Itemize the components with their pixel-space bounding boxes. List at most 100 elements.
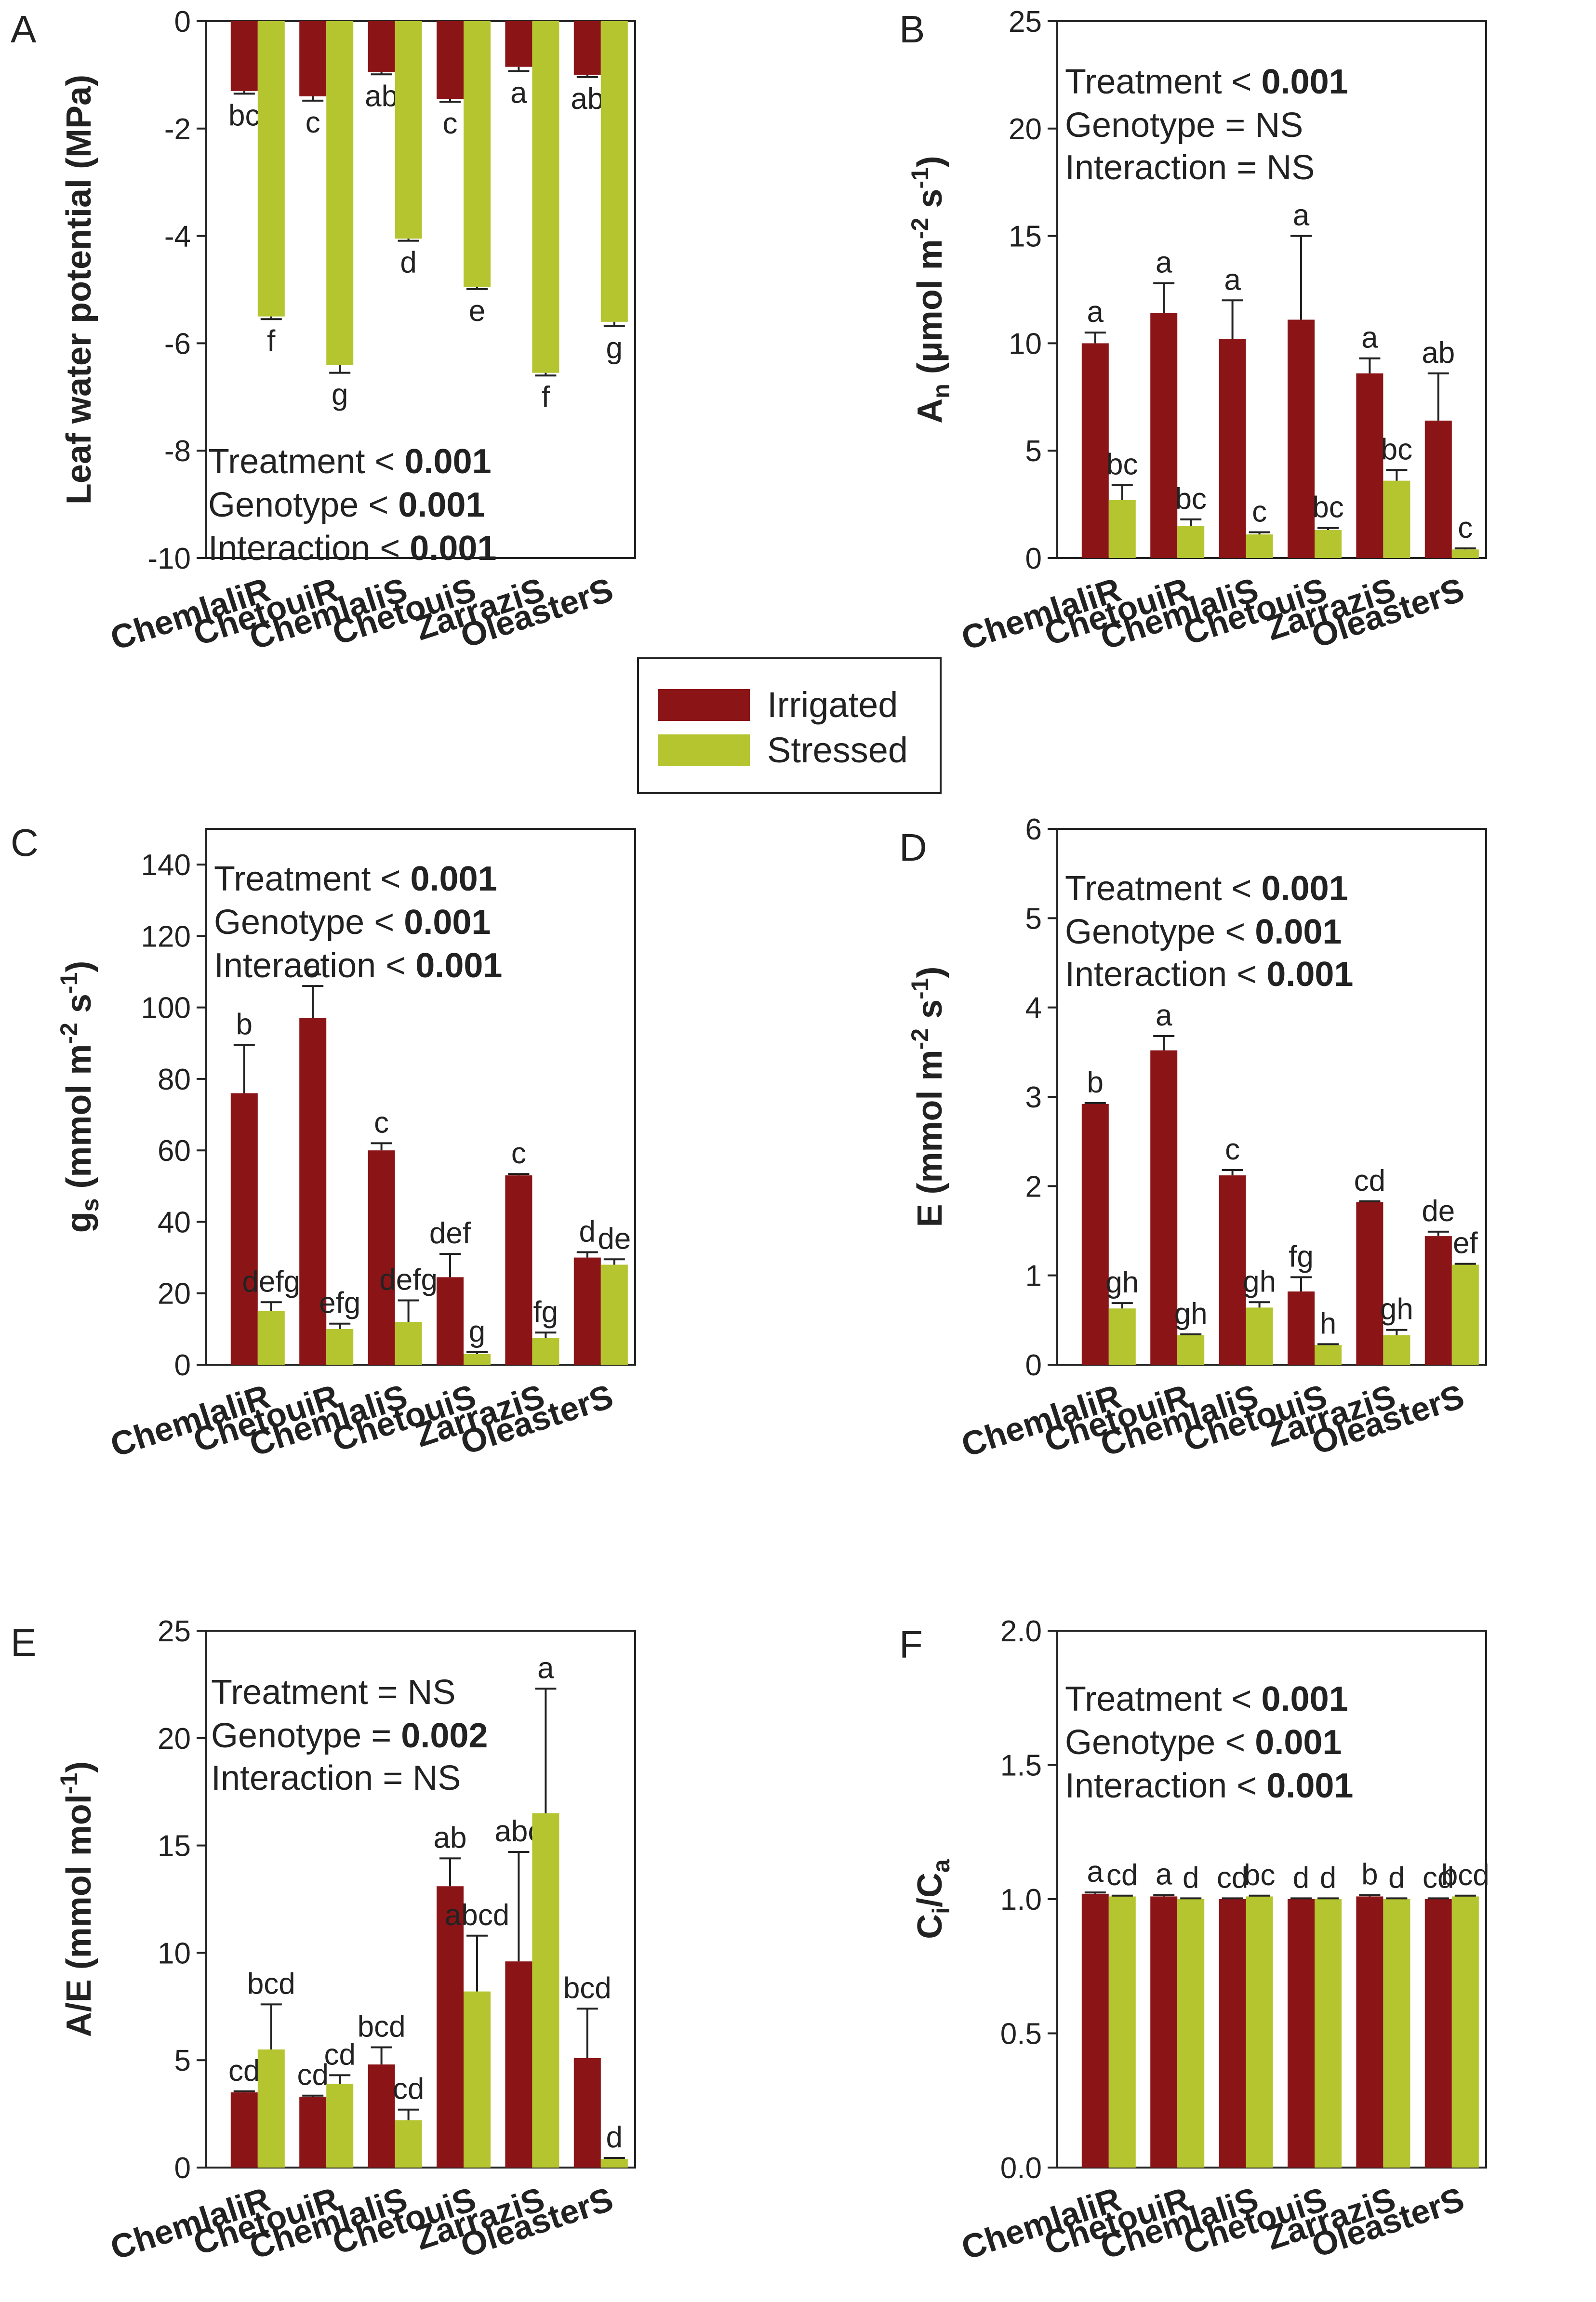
bar-stressed-oleasters	[1451, 1896, 1479, 2168]
y-axis-label: E (mmol m-2​ s-1​)	[906, 966, 949, 1227]
significance-letter: d	[1183, 1861, 1199, 1894]
y-tick-label: 100	[141, 992, 191, 1025]
y-tick-label: 140	[141, 849, 191, 882]
significance-letter: gh	[1243, 1265, 1276, 1298]
bar-stressed-chemlalir	[257, 1311, 285, 1365]
significance-letter: d	[1293, 1861, 1309, 1894]
significance-letter: bcd	[247, 1967, 295, 2000]
panel-label: C	[11, 821, 39, 864]
bar-irrigated-oleasters	[573, 2058, 601, 2168]
bar-irrigated-chetouir	[299, 2096, 327, 2168]
significance-letter: cd	[228, 2054, 260, 2088]
bar-irrigated-chetouir	[1150, 313, 1178, 558]
significance-letter: d	[579, 1215, 596, 1248]
bar-irrigated-oleasters	[1424, 1899, 1452, 2168]
stat-line: Treatment < 0.001	[1065, 63, 1348, 101]
significance-letter: a	[537, 1651, 554, 1685]
stat-line: Genotype = NS	[1065, 106, 1303, 145]
bar-irrigated-chetouis	[1288, 1291, 1315, 1365]
significance-letter: a	[1156, 246, 1172, 279]
significance-letter: ab	[365, 80, 398, 113]
significance-letter: b	[1361, 1858, 1378, 1891]
bar-stressed-zarrazis	[532, 1813, 559, 2168]
significance-letter: abcd	[445, 1899, 509, 1932]
significance-letter: c	[1252, 495, 1267, 529]
y-tick-label: 3	[1025, 1081, 1042, 1114]
y-axis-label: gs​ (mmol m-2​ s-1​)	[55, 961, 104, 1233]
bar-stressed-chemlalir	[1108, 500, 1136, 558]
stat-line: Genotype < 0.001	[1065, 913, 1342, 951]
significance-letter: cd	[393, 2073, 424, 2106]
significance-letter: d	[606, 2121, 623, 2154]
bar-stressed-chetouis	[1315, 1345, 1342, 1365]
panel-label: A	[11, 8, 37, 51]
stat-line: Interaction < 0.001	[1065, 955, 1353, 994]
legend: Irrigated Stressed	[637, 657, 942, 794]
bar-irrigated-zarrazis	[505, 21, 532, 67]
significance-letter: f	[542, 381, 550, 414]
significance-letter: efg	[319, 1287, 360, 1320]
significance-letter: g	[469, 1315, 485, 1348]
bar-stressed-chemlalir	[1108, 1308, 1136, 1365]
significance-letter: d	[400, 246, 416, 279]
y-tick-label: 80	[158, 1063, 191, 1096]
bar-irrigated-chetouir	[299, 21, 327, 96]
significance-letter: fg	[533, 1295, 559, 1329]
significance-letter: e	[469, 294, 485, 328]
significance-letter: c	[443, 107, 458, 140]
bar-irrigated-chetouis	[437, 1886, 464, 2168]
bar-stressed-zarrazis	[532, 21, 559, 373]
y-tick-label: 4	[1025, 992, 1042, 1025]
bar-irrigated-chetouir	[1150, 1050, 1178, 1365]
bar-stressed-oleasters	[600, 21, 628, 322]
y-tick-label: 1.0	[1000, 1883, 1042, 1916]
y-tick-label: 120	[141, 920, 191, 953]
bar-irrigated-chemlalir	[230, 21, 258, 91]
panel-a: A 0 -2 -4 -6 -8 -10 Leaf water potential (MPa) b…	[11, 5, 636, 657]
bar-stressed-chetouis	[464, 21, 491, 287]
significance-letter: f	[267, 324, 276, 358]
significance-letter: a	[1361, 321, 1378, 355]
legend-swatch-stressed	[658, 734, 750, 766]
significance-letter: a	[1224, 263, 1241, 296]
bar-stressed-zarrazis	[1383, 1335, 1410, 1365]
bar-stressed-chetouir	[1177, 526, 1205, 558]
y-tick-label: 10	[1009, 327, 1042, 360]
significance-letter: bc	[1244, 1859, 1275, 1892]
stat-line: Interaction = NS	[211, 1759, 461, 1797]
significance-letter: ab	[1422, 336, 1455, 370]
y-tick-label: 25	[158, 1615, 191, 1648]
stat-line: Genotype < 0.001	[1065, 1723, 1342, 1762]
significance-letter: cd	[324, 2038, 355, 2071]
stat-line: Genotype < 0.001	[214, 903, 491, 942]
bar-stressed-chetouir	[326, 21, 354, 365]
y-tick-label: -6	[164, 327, 191, 360]
panel-c: C 0 20 40 60 80 100 120 140 gs​ (mmol m-2​ s-1​) b…	[11, 821, 636, 1464]
significance-letter: bc	[1106, 448, 1138, 481]
significance-letter: def	[429, 1217, 471, 1250]
panel-label: B	[899, 8, 925, 51]
bar-stressed-oleasters	[1451, 1264, 1479, 1365]
y-tick-label: -10	[147, 542, 191, 575]
y-tick-label: 20	[1009, 113, 1042, 146]
significance-letter: cd	[1106, 1859, 1138, 1892]
panel-label: D	[899, 826, 927, 869]
y-tick-label: 1.5	[1000, 1749, 1042, 1783]
y-axis-label: Leaf water potential (MPa)	[60, 75, 98, 505]
significance-letter: d	[1388, 1861, 1405, 1894]
significance-letter: bc	[1175, 482, 1206, 516]
y-tick-label: 25	[1009, 5, 1042, 39]
significance-letter: a	[305, 949, 321, 982]
y-tick-label: 60	[158, 1134, 191, 1168]
legend-label-stressed: Stressed	[767, 730, 908, 770]
bar-irrigated-zarrazis	[505, 1175, 532, 1365]
bar-stressed-chemlalis	[1246, 1896, 1273, 2168]
bar-irrigated-chemlalis	[1219, 1175, 1246, 1365]
stat-line: Treatment < 0.001	[214, 860, 497, 898]
y-tick-label: 0	[174, 5, 191, 39]
y-tick-label: 10	[158, 1937, 191, 1970]
significance-letter: gh	[1105, 1266, 1139, 1299]
y-tick-label: 5	[1025, 902, 1042, 935]
stat-line: Treatment < 0.001	[1065, 1680, 1348, 1718]
significance-letter: c	[306, 106, 320, 139]
